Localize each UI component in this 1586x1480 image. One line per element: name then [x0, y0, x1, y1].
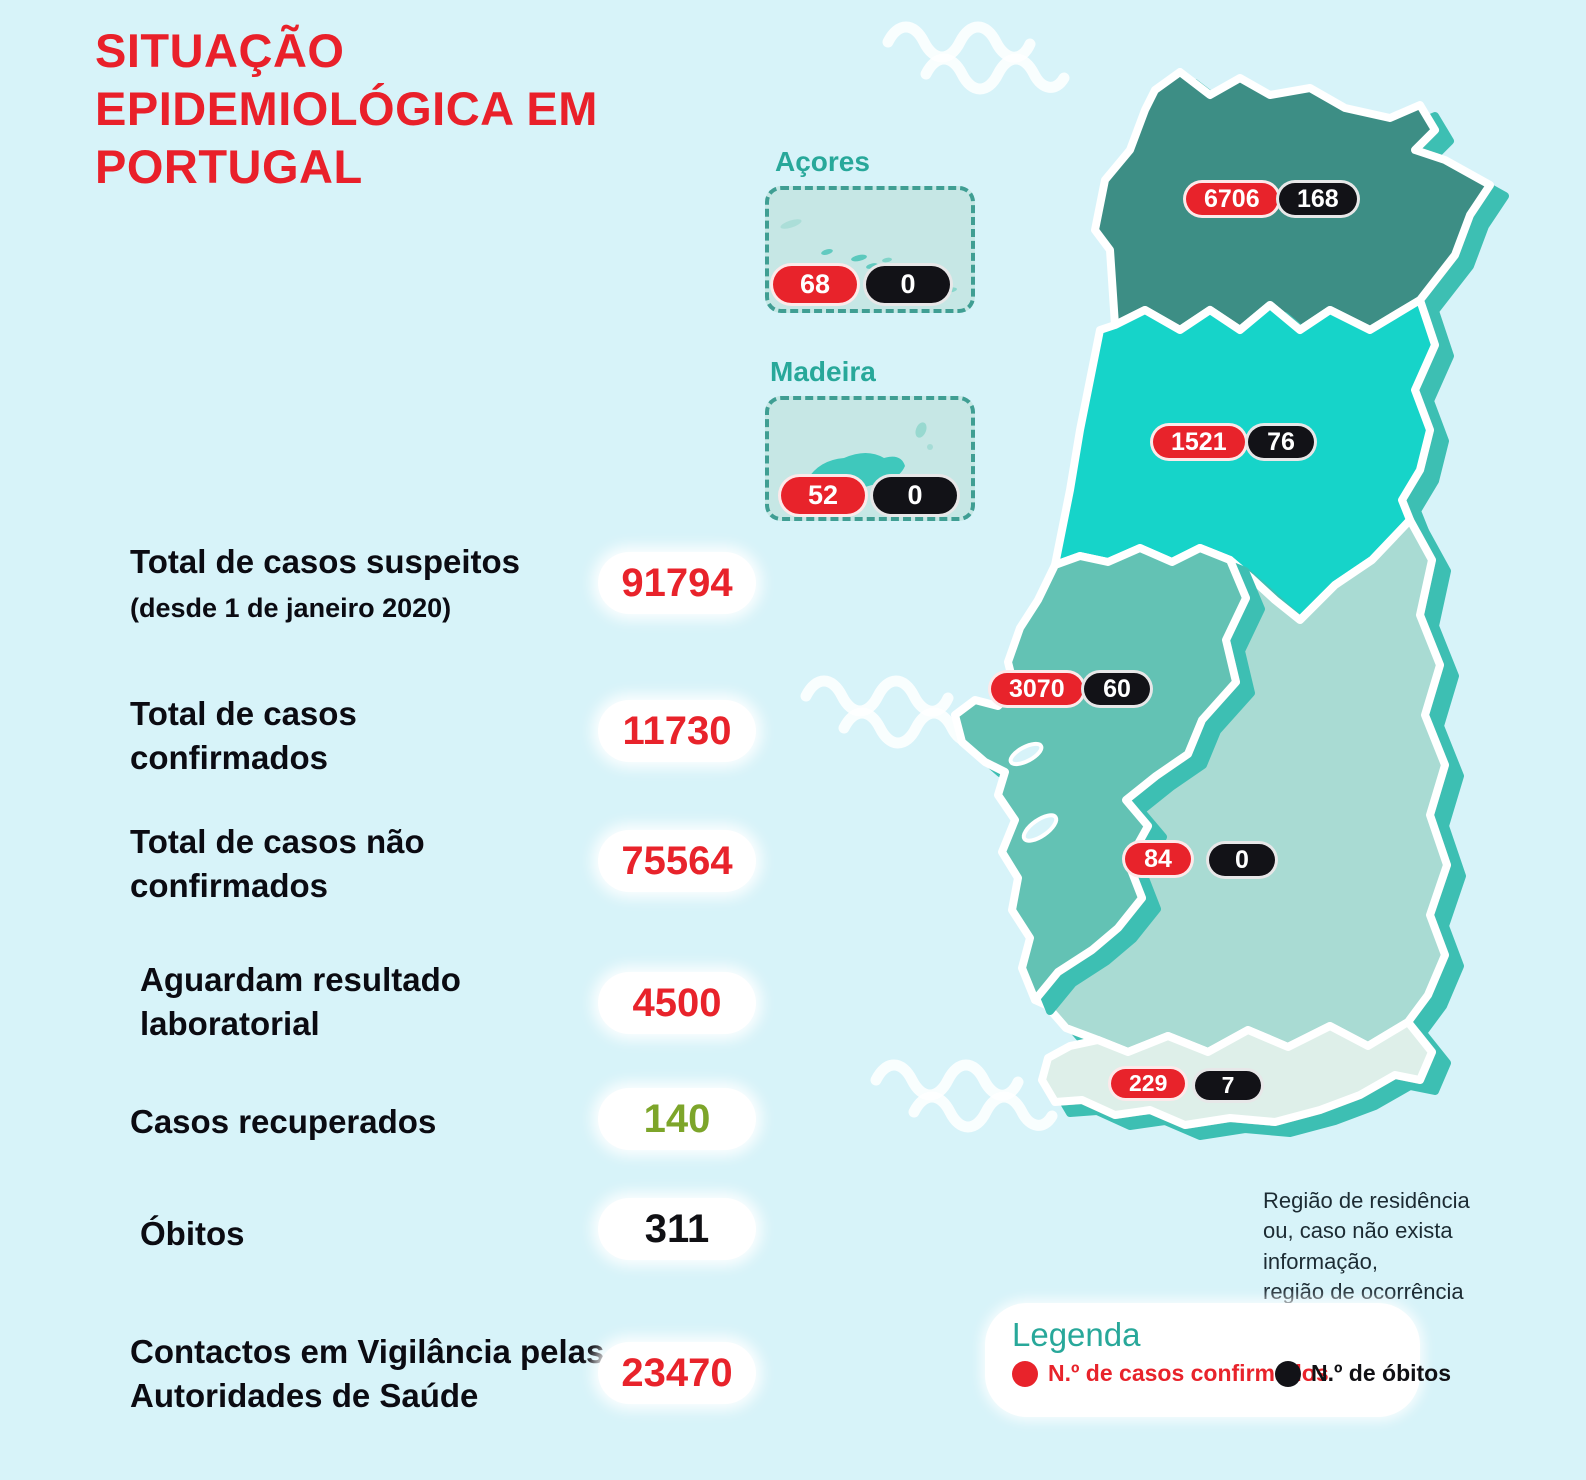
azores-deaths-badge: 0 — [863, 263, 953, 306]
stat-label-suspected: Total de casos suspeitos (desde 1 de jan… — [130, 540, 592, 627]
stat-value-confirmed: 11730 — [598, 700, 756, 762]
stat-label-deaths-text: Óbitos — [140, 1215, 245, 1252]
center-deaths-value: 76 — [1267, 427, 1295, 456]
stat-label-recovered-text: Casos recuperados — [130, 1103, 437, 1140]
stat-label-confirmed: Total de casos confirmados — [130, 692, 490, 779]
stat-value-confirmed-text: 11730 — [622, 708, 732, 753]
legend-deaths-label: N.º de óbitos — [1311, 1360, 1452, 1386]
stat-value-contacts-surveillance: 23470 — [598, 1342, 756, 1404]
stat-value-suspected-text: 91794 — [621, 560, 733, 605]
inset-label-madeira: Madeira — [770, 356, 876, 387]
madeira-confirmed-value: 52 — [807, 480, 839, 510]
stat-value-deaths: 311 — [598, 1198, 756, 1260]
westcoast-deaths-value: 60 — [1103, 674, 1131, 703]
north-confirmed-badge: 6706 — [1183, 180, 1281, 218]
stat-value-not-confirmed-text: 75564 — [621, 838, 733, 883]
waves-decoration-top — [882, 21, 1070, 95]
confirmed-dot-icon — [1012, 1360, 1038, 1387]
center-deaths-badge: 76 — [1245, 423, 1317, 461]
center-confirmed-badge: 1521 — [1150, 423, 1248, 461]
stat-label-confirmed-text: Total de casos confirmados — [130, 695, 357, 776]
map-region-west-coast — [951, 544, 1250, 1004]
residence-note: Região de residência ou, caso não exista… — [1263, 1188, 1470, 1305]
southeast-confirmed-value: 84 — [1144, 844, 1172, 873]
southcoast-confirmed-badge: 229 — [1108, 1066, 1189, 1101]
stat-value-deaths-text: 311 — [644, 1206, 710, 1251]
stat-value-suspected: 91794 — [598, 552, 756, 614]
southeast-deaths-value: 0 — [1235, 845, 1249, 874]
stat-label-awaiting-lab: Aguardam resultado laboratorial — [140, 958, 560, 1045]
stat-label-suspected-main: Total de casos suspeitos — [130, 543, 521, 580]
madeira-deaths-badge: 0 — [870, 474, 960, 517]
southeast-confirmed-badge: 84 — [1122, 840, 1194, 878]
stat-value-awaiting-lab-text: 4500 — [632, 980, 722, 1025]
southcoast-deaths-value: 7 — [1221, 1072, 1235, 1098]
legend-title: Legenda — [1012, 1316, 1141, 1353]
madeira-deaths-value: 0 — [907, 480, 923, 510]
legend-box — [985, 1303, 1420, 1417]
southcoast-confirmed-value: 229 — [1129, 1070, 1168, 1096]
azores-confirmed-badge: 68 — [770, 263, 860, 306]
westcoast-confirmed-value: 3070 — [1009, 674, 1065, 703]
azores-confirmed-value: 68 — [799, 269, 831, 299]
stat-value-awaiting-lab: 4500 — [598, 972, 756, 1034]
stat-label-not-confirmed: Total de casos não confirmados — [130, 820, 550, 907]
page-title: SITUAÇÃO EPIDEMIOLÓGICA EM PORTUGAL — [95, 24, 598, 193]
legend-item-deaths: N.º de óbitos — [1275, 1360, 1451, 1387]
stat-label-not-confirmed-text: Total de casos não confirmados — [130, 823, 425, 904]
stat-value-recovered: 140 — [598, 1088, 756, 1150]
southcoast-deaths-badge: 7 — [1192, 1068, 1264, 1103]
north-deaths-badge: 168 — [1276, 180, 1360, 218]
madeira-confirmed-badge: 52 — [778, 474, 868, 517]
center-confirmed-value: 1521 — [1171, 427, 1227, 456]
north-deaths-value: 168 — [1297, 184, 1339, 213]
deaths-dot-icon — [1275, 1360, 1301, 1387]
stat-value-not-confirmed: 75564 — [598, 830, 756, 892]
inset-label-azores: Açores — [775, 146, 870, 177]
southeast-deaths-badge: 0 — [1206, 841, 1278, 879]
north-confirmed-value: 6706 — [1204, 184, 1260, 213]
estuary-notch-south — [1021, 813, 1059, 843]
stat-label-deaths: Óbitos — [140, 1212, 440, 1256]
stat-label-contacts-surveillance: Contactos em Vigilância pelas Autoridade… — [130, 1330, 610, 1417]
stat-value-recovered-text: 140 — [643, 1096, 711, 1141]
stat-label-suspected-sub: (desde 1 de janeiro 2020) — [130, 592, 452, 623]
stat-value-contacts-surveillance-text: 23470 — [621, 1350, 733, 1395]
westcoast-confirmed-badge: 3070 — [988, 670, 1086, 708]
stat-label-contacts-surveillance-text: Contactos em Vigilância pelas Autoridade… — [130, 1333, 605, 1414]
stat-label-awaiting-lab-text: Aguardam resultado laboratorial — [140, 961, 461, 1042]
stat-label-recovered: Casos recuperados — [130, 1100, 610, 1144]
estuary-notch-north — [1008, 741, 1044, 767]
westcoast-deaths-badge: 60 — [1081, 670, 1153, 708]
waves-decoration-bottom — [870, 1059, 1058, 1133]
azores-deaths-value: 0 — [900, 269, 916, 299]
portugal-mainland-map — [951, 68, 1494, 1129]
